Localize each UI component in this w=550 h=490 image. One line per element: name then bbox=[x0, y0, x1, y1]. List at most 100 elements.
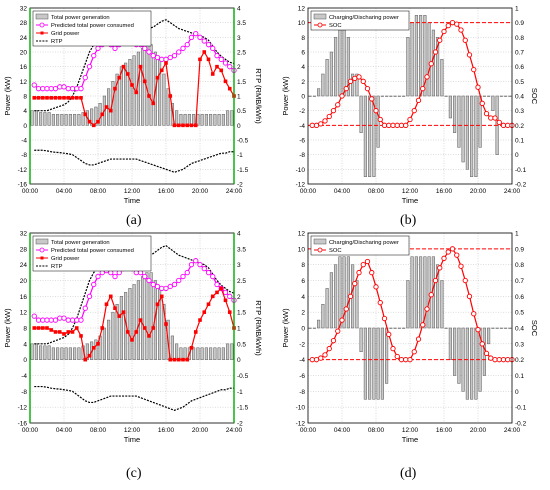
caption-c: (c) bbox=[126, 466, 142, 481]
bar bbox=[351, 73, 355, 97]
grid-power-point bbox=[62, 96, 66, 100]
bar bbox=[60, 114, 64, 126]
y-axis-label: Power (kW) bbox=[3, 308, 12, 348]
y2-tick-label: -0.1 bbox=[515, 405, 527, 412]
soc-point bbox=[364, 258, 371, 265]
soc-point bbox=[381, 122, 388, 128]
soc-point bbox=[343, 86, 349, 92]
grid-power-point bbox=[151, 326, 156, 330]
bar bbox=[491, 95, 495, 111]
bar bbox=[372, 95, 376, 177]
grid-power-point bbox=[57, 330, 62, 334]
y2-tick-label: 1 bbox=[237, 94, 241, 101]
bar bbox=[204, 347, 208, 360]
legend-label: Total power generation bbox=[51, 240, 110, 246]
grid-power-point bbox=[91, 345, 96, 350]
y2-tick-label: 0 bbox=[237, 123, 241, 130]
bar bbox=[47, 345, 51, 360]
y-tick-label: 0 bbox=[23, 123, 27, 130]
y-tick-label: 12 bbox=[298, 231, 306, 238]
y2-tick-label: 0.3 bbox=[515, 341, 524, 348]
bar bbox=[128, 288, 132, 360]
soc-point bbox=[318, 121, 324, 127]
soc-point bbox=[398, 357, 405, 363]
y2-tick-label: 0.3 bbox=[515, 108, 524, 115]
soc-point bbox=[445, 249, 451, 255]
bar bbox=[213, 347, 217, 360]
consumed-point bbox=[35, 317, 42, 323]
bar bbox=[141, 48, 145, 126]
grid-power-point bbox=[155, 302, 160, 307]
x-axis-label: Time bbox=[124, 196, 140, 205]
bar bbox=[325, 288, 329, 329]
y-tick-label: -12 bbox=[296, 421, 306, 428]
bar bbox=[334, 37, 338, 97]
grid-power-point bbox=[181, 357, 185, 362]
grid-power-point bbox=[108, 294, 113, 299]
legend-label: Total power generation bbox=[51, 15, 110, 21]
x-tick-label: 16:00 bbox=[436, 427, 453, 434]
soc-point bbox=[496, 119, 502, 126]
y-tick-label: -4 bbox=[21, 373, 27, 380]
y2-tick-label: 1.5 bbox=[237, 79, 246, 86]
y2-tick-label: 1 bbox=[515, 231, 519, 238]
bar bbox=[427, 256, 431, 329]
y2-tick-label: -0.2 bbox=[515, 421, 527, 428]
panel-c: 32 28 24 20 16 12 8 4 0 -4 -8 -12 -16 4 3.5 3 2.5 2 1.5 1 0.… bbox=[3, 231, 263, 445]
soc-point bbox=[407, 357, 413, 363]
x-tick-label: 20:00 bbox=[470, 427, 487, 434]
y2-tick-label: 0.8 bbox=[515, 262, 524, 269]
y-tick-label: 8 bbox=[23, 94, 27, 101]
consumed-point bbox=[197, 262, 203, 268]
legend-label: RTP bbox=[51, 39, 63, 45]
consumed-point bbox=[44, 317, 50, 323]
consumed-point bbox=[65, 317, 71, 323]
y2-tick-label: 0.2 bbox=[515, 357, 524, 364]
grid-power-point bbox=[45, 96, 49, 100]
y-tick-label: -2 bbox=[299, 108, 305, 115]
bar bbox=[334, 264, 338, 329]
consumed-point bbox=[188, 262, 195, 268]
consumed-point bbox=[227, 64, 233, 70]
bar bbox=[81, 112, 85, 126]
bar bbox=[136, 51, 140, 126]
x-tick-label: 24:00 bbox=[226, 188, 243, 195]
x-tick-label: 12:00 bbox=[124, 188, 141, 195]
y-tick-label: 6 bbox=[301, 50, 305, 57]
bar bbox=[325, 59, 329, 97]
soc-point bbox=[441, 255, 447, 261]
y2-axis-label: SOC bbox=[530, 320, 539, 337]
grid-power-point bbox=[176, 357, 181, 362]
y-tick-label: 8 bbox=[301, 35, 305, 42]
rtp-line-lower bbox=[34, 149, 234, 173]
bar bbox=[363, 327, 367, 400]
bar bbox=[457, 327, 461, 384]
y-tick-label: -8 bbox=[299, 389, 305, 396]
x-tick-label: 04:00 bbox=[56, 188, 73, 195]
consumed-point bbox=[197, 34, 203, 40]
y2-tick-label: -1 bbox=[237, 389, 243, 396]
y-tick-label: 28 bbox=[20, 246, 28, 253]
consumed-point bbox=[52, 317, 59, 323]
y-tick-label: 12 bbox=[20, 310, 28, 317]
bar bbox=[149, 272, 153, 360]
bar bbox=[406, 37, 410, 97]
soc-point bbox=[309, 357, 315, 363]
consumed-point bbox=[214, 281, 220, 288]
x-tick-label: 08:00 bbox=[90, 188, 107, 195]
bar bbox=[34, 343, 38, 360]
bar bbox=[465, 327, 469, 400]
legend: Total power generation Predicted total po… bbox=[32, 235, 152, 272]
consumed-point bbox=[74, 317, 80, 323]
bar bbox=[77, 347, 81, 360]
bar bbox=[204, 114, 208, 126]
consumed-point bbox=[31, 313, 37, 319]
bar bbox=[226, 343, 230, 360]
y-tick-label: 32 bbox=[20, 231, 28, 238]
grid-power-point bbox=[74, 96, 79, 100]
bar bbox=[406, 280, 410, 329]
x-axis-label: Time bbox=[402, 196, 418, 205]
soc-point bbox=[420, 86, 426, 92]
grid-power-point bbox=[53, 96, 58, 100]
soc-point bbox=[326, 113, 332, 120]
